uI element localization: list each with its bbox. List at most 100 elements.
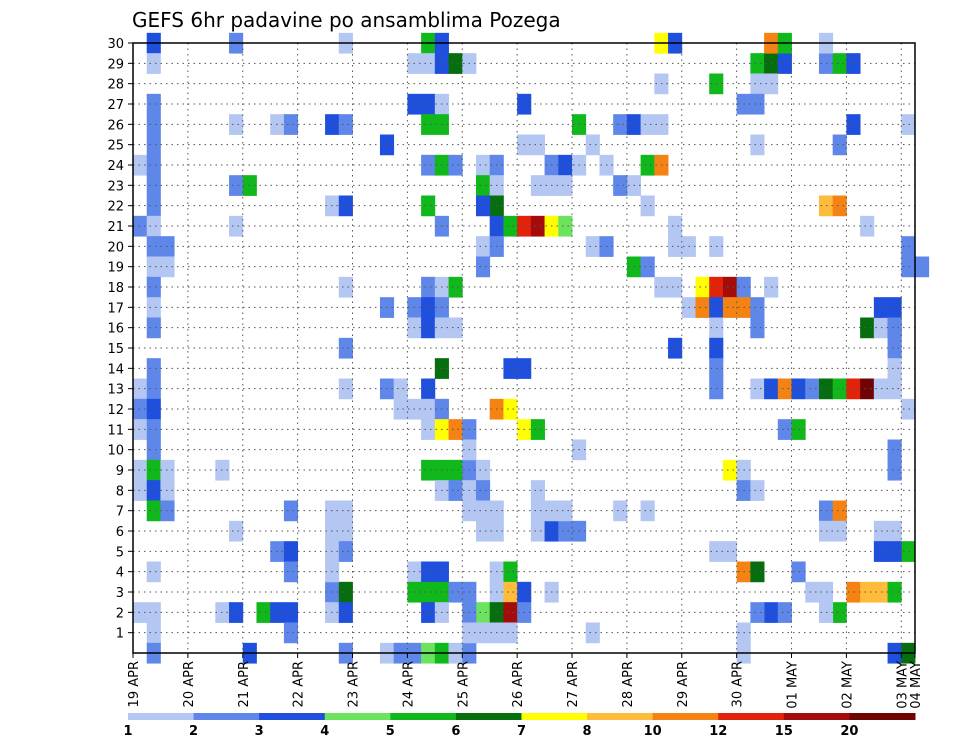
precip-cell — [338, 378, 353, 400]
precip-cell — [722, 276, 738, 298]
precip-cell — [448, 53, 463, 74]
colorbar-label: 8 — [583, 724, 592, 739]
precip-cell — [229, 520, 244, 542]
y-tick-label: 1 — [116, 627, 124, 642]
precip-cell — [448, 317, 463, 339]
y-axis: 1234567891011121314151617181920212223242… — [107, 37, 133, 642]
precip-cell — [475, 154, 491, 176]
precip-cell — [146, 480, 161, 501]
precip-cell — [887, 520, 902, 542]
precip-cell — [146, 459, 161, 481]
precip-cell — [860, 317, 875, 339]
precip-cell — [338, 114, 353, 135]
colorbar-label: 5 — [386, 724, 395, 739]
x-tick-label: 24 APR — [401, 661, 416, 707]
precip-cell — [421, 459, 436, 481]
precip-cell — [530, 134, 545, 156]
x-tick-label: 01 MAY — [786, 661, 801, 709]
y-tick-label: 10 — [107, 444, 124, 459]
precip-cell — [133, 459, 148, 481]
precip-cell — [146, 602, 161, 623]
colorbar-label: 2 — [189, 724, 198, 739]
precip-cell — [146, 93, 161, 115]
precip-cell — [668, 276, 683, 298]
y-tick-label: 4 — [116, 566, 124, 581]
precip-cell — [750, 317, 765, 339]
precip-cell — [448, 154, 463, 176]
y-tick-label: 2 — [116, 606, 124, 621]
precip-cell — [475, 195, 491, 217]
precip-cell — [503, 602, 518, 623]
precip-cell — [393, 378, 408, 400]
y-tick-label: 22 — [107, 200, 124, 215]
precip-cell — [146, 419, 161, 440]
precip-cell — [146, 317, 161, 339]
precip-cell — [421, 53, 436, 74]
precip-cell — [146, 195, 161, 217]
x-tick-label: 04 MAY — [909, 661, 924, 709]
precip-cell — [805, 378, 820, 400]
precip-cell — [887, 297, 902, 318]
x-tick-label: 23 APR — [347, 661, 362, 707]
colorbar-swatch — [324, 713, 391, 720]
x-tick-label: 27 APR — [566, 661, 581, 707]
precip-cell — [448, 581, 463, 603]
precip-cell — [832, 378, 847, 400]
y-tick-label: 7 — [116, 505, 124, 520]
precip-cell — [133, 378, 148, 400]
precip-cell — [503, 215, 518, 237]
y-tick-label: 26 — [107, 118, 124, 133]
precip-cell — [887, 378, 902, 400]
precip-cell — [613, 500, 628, 522]
colorbar-swatch — [390, 713, 457, 720]
precip-cell — [530, 215, 545, 237]
precip-cell — [421, 602, 436, 623]
precip-cell — [421, 114, 436, 135]
precip-cell — [530, 175, 545, 196]
precip-cell — [860, 581, 875, 603]
precip-cell — [530, 480, 545, 501]
x-tick-label: 21 APR — [237, 661, 252, 707]
precip-cell — [421, 93, 436, 115]
y-tick-label: 13 — [107, 383, 124, 398]
precip-cell — [338, 581, 353, 603]
precip-cell — [503, 398, 518, 420]
precip-cell — [613, 114, 628, 135]
y-tick-label: 21 — [107, 220, 124, 235]
y-tick-label: 12 — [107, 403, 124, 418]
y-tick-label: 9 — [116, 464, 124, 479]
precip-cell — [283, 602, 299, 623]
x-tick-label: 02 MAY — [840, 661, 855, 709]
precip-cell — [421, 398, 436, 420]
precip-cell — [873, 378, 888, 400]
precip-cell — [613, 175, 628, 196]
precip-cell — [901, 541, 916, 562]
y-tick-label: 18 — [107, 281, 124, 296]
precip-cell — [421, 378, 436, 400]
precip-cell — [421, 195, 436, 217]
precip-cell — [283, 500, 299, 522]
precip-cell — [640, 114, 655, 135]
precip-cell — [146, 114, 161, 135]
precip-cell — [832, 195, 847, 217]
precip-cell — [873, 297, 888, 318]
precip-cell — [503, 581, 518, 603]
precip-cell — [448, 459, 463, 481]
precip-cell — [668, 215, 683, 237]
precip-cell — [750, 73, 765, 95]
colorbar-label: 15 — [775, 724, 793, 739]
cells-layer — [133, 32, 930, 664]
precip-cell — [750, 480, 765, 501]
precip-cell — [448, 419, 463, 440]
precip-cell — [146, 175, 161, 196]
precip-cell — [393, 398, 408, 420]
precip-cell — [558, 215, 573, 237]
precip-cell — [146, 134, 161, 156]
precip-cell — [750, 297, 765, 318]
precip-cell — [846, 114, 861, 135]
x-tick-label: 26 APR — [511, 661, 526, 707]
precip-cell — [846, 581, 861, 603]
precip-cell — [887, 459, 902, 481]
y-tick-label: 24 — [107, 159, 124, 174]
